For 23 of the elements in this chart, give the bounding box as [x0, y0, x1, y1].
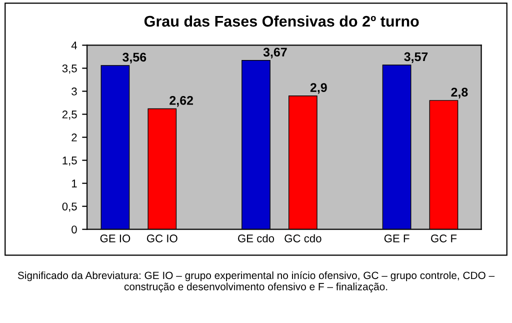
x-tick-label: GC IO [146, 234, 178, 242]
y-tick-label: 3 [72, 88, 77, 96]
chart-title: Grau das Fases Ofensivas do 2º turno [144, 15, 419, 27]
y-tick-label: 0,5 [62, 202, 77, 212]
text: Significado da Abreviatura: GE IO – grupo experimental no início ofensivo, GC – grupo controle, CDO – construção e desenvolvimento ofensivo e F – finalização. [18, 271, 495, 292]
x-tick-label: GE cdo [238, 234, 274, 242]
data-label: 3,56 [122, 52, 146, 64]
x-tick-label: GC cdo [284, 234, 322, 242]
y-tick-label: 4 [71, 42, 77, 50]
y-tick-label: 0 [72, 226, 77, 234]
data-label: 3,67 [263, 48, 287, 58]
data-label: 2,8 [451, 88, 468, 98]
y-tick-label: 1 [72, 180, 77, 188]
data-label: 3,57 [404, 52, 428, 63]
y-tick-label: 2,5 [62, 110, 77, 120]
y-tick-label: 2 [72, 134, 77, 142]
data-label: 2,62 [170, 96, 193, 107]
data-label: 2,9 [310, 83, 327, 94]
y-tick-label: 3,5 [62, 64, 77, 74]
y-tick-label: 1,5 [62, 156, 77, 166]
x-tick-label: GC F [431, 234, 457, 242]
x-tick-label: GE IO [100, 234, 130, 242]
x-tick-label: GE F [384, 234, 410, 242]
